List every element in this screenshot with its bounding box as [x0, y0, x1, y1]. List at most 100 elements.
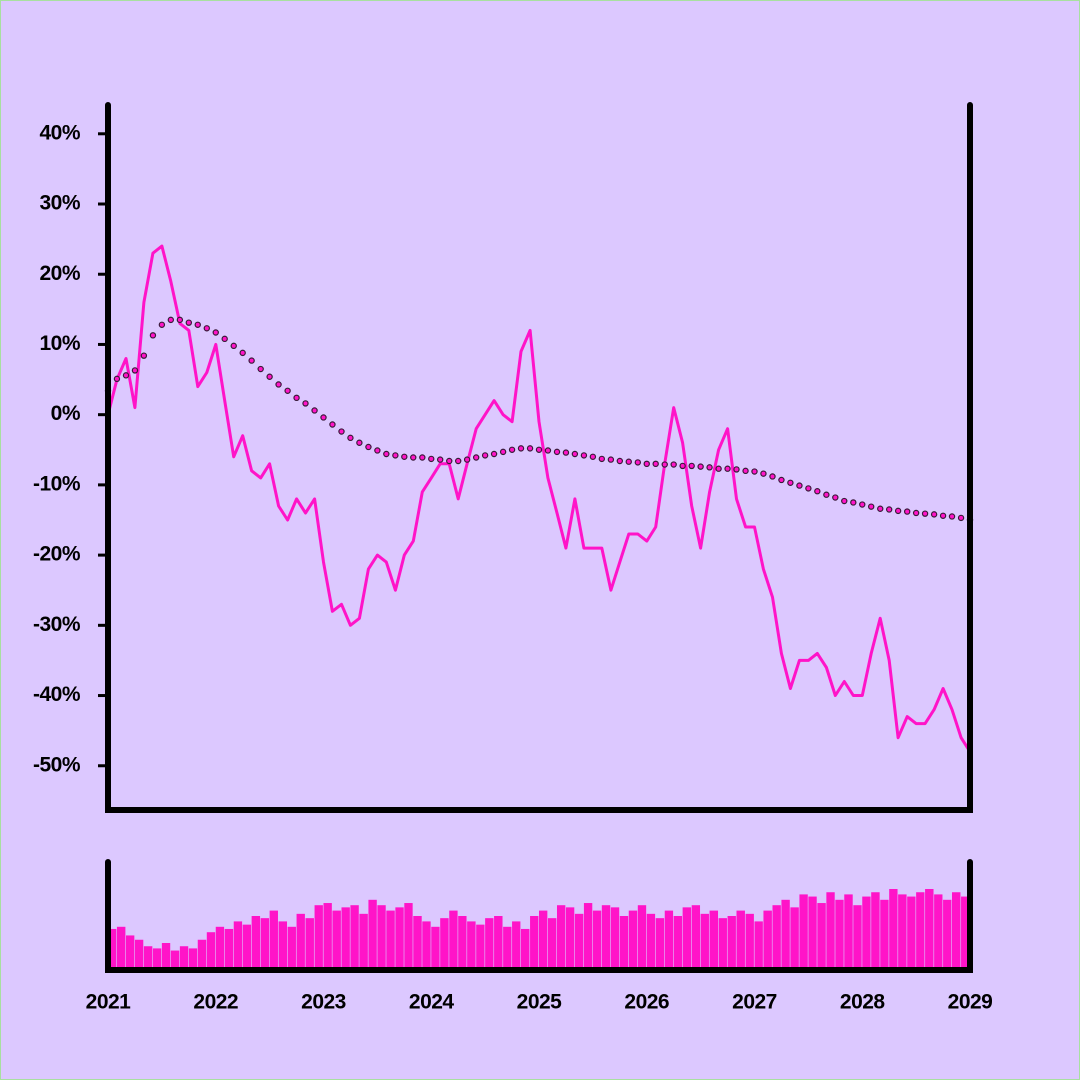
volume-bar	[700, 913, 709, 970]
volume-bar	[817, 903, 826, 970]
smoothed-dot	[921, 510, 929, 517]
volume-bar	[125, 935, 135, 970]
smoothed-dot	[607, 456, 615, 463]
smoothed-dot	[167, 316, 175, 324]
volume-bar	[323, 903, 332, 970]
smoothed-dot	[436, 456, 444, 463]
volume-bar	[314, 905, 323, 970]
smoothed-dot	[499, 448, 507, 456]
volume-bar	[808, 896, 817, 970]
volume-bar	[610, 907, 620, 970]
smoothed-dot	[329, 421, 336, 428]
x-tick-label: 2029	[948, 991, 993, 1014]
smoothed-dot	[419, 454, 426, 461]
volume-bar	[152, 948, 162, 970]
smoothed-dot	[508, 446, 516, 453]
volume-bar	[359, 913, 368, 970]
smoothed-dot	[158, 321, 166, 328]
volume-bar	[655, 918, 665, 970]
volume-bar	[251, 916, 261, 970]
volume-bar	[718, 918, 727, 970]
volume-bar	[188, 948, 198, 970]
smoothed-dot	[679, 462, 686, 470]
volume-bar	[628, 910, 638, 970]
volume-bar	[772, 905, 781, 970]
volume-bar	[925, 889, 934, 970]
smoothed-dot	[652, 460, 659, 468]
smoothed-dot	[535, 446, 543, 453]
volume-bar	[215, 926, 225, 970]
y-tick-label: 0%	[51, 402, 81, 425]
smoothed-dot	[320, 414, 327, 421]
smoothed-dot	[598, 455, 606, 463]
volume-bar	[242, 924, 252, 970]
smoothed-dot	[589, 453, 597, 460]
x-tick-label: 2024	[409, 991, 455, 1014]
volume-bar	[278, 921, 288, 970]
volume-bar	[583, 903, 593, 970]
smoothed-dot	[724, 465, 731, 472]
volume-bar	[961, 896, 970, 970]
volume-bar	[485, 918, 494, 970]
smoothed-dot	[553, 448, 561, 456]
smoothed-dot	[230, 342, 237, 350]
y-tick-label: 20%	[39, 262, 80, 285]
volume-bar	[763, 910, 772, 970]
y-tick-label: -40%	[33, 683, 81, 706]
smoothed-dot	[347, 434, 354, 442]
volume-bar	[790, 907, 799, 970]
volume-bar	[206, 932, 216, 970]
smoothed-dot	[481, 452, 489, 459]
smoothed-dot	[697, 463, 704, 470]
smoothed-dot	[212, 329, 219, 336]
volume-bar	[404, 903, 413, 970]
volume-bar	[512, 921, 521, 970]
smoothed-dot	[526, 445, 534, 452]
axis-frame	[105, 859, 973, 973]
volume-bar	[260, 918, 270, 970]
volume-bar	[853, 905, 862, 970]
y-tick-label: 10%	[39, 332, 80, 355]
smoothed-dot	[769, 473, 776, 480]
smoothed-dot	[877, 505, 884, 512]
volume-bar	[592, 910, 602, 970]
x-tick-label: 2026	[624, 991, 669, 1014]
smoothed-dot	[778, 476, 785, 484]
volume-bar	[691, 905, 701, 970]
smoothed-dot	[472, 454, 480, 461]
volume-bar	[844, 894, 853, 970]
smoothed-dot	[948, 513, 956, 520]
smoothed-dot	[912, 509, 920, 517]
volume-bar	[871, 892, 880, 970]
smoothed-dot	[302, 400, 309, 407]
volume-bar	[143, 946, 153, 970]
volume-bar	[269, 910, 278, 970]
smoothed-dot	[113, 375, 121, 383]
y-tick-label: 40%	[39, 121, 80, 144]
volume-bar	[673, 916, 683, 970]
smoothed-dot	[643, 460, 650, 468]
volume-bar	[619, 916, 629, 970]
x-tick-label: 2028	[840, 991, 886, 1014]
volume-bar	[943, 899, 952, 970]
smoothed-dot	[131, 367, 139, 374]
smoothed-dot	[454, 457, 462, 465]
smoothed-dot	[930, 511, 938, 518]
smoothed-dot	[293, 394, 300, 402]
smoothed-dot	[266, 373, 273, 380]
volume-bar	[431, 926, 440, 970]
volume-bar	[116, 926, 126, 970]
x-tick-label: 2021	[86, 991, 132, 1014]
smoothed-dot	[939, 512, 947, 519]
smoothed-dot	[841, 497, 848, 505]
smoothed-dot	[185, 319, 193, 326]
volume-bar	[646, 913, 656, 970]
smoothed-dot	[257, 365, 264, 373]
volume-bar	[449, 910, 458, 970]
smoothed-dot	[401, 453, 408, 460]
x-tick-label: 2027	[732, 991, 777, 1014]
volume-bar	[494, 916, 503, 970]
volume-bar	[350, 905, 359, 970]
volume-bar	[745, 913, 754, 970]
smoothed-dot	[760, 470, 767, 477]
